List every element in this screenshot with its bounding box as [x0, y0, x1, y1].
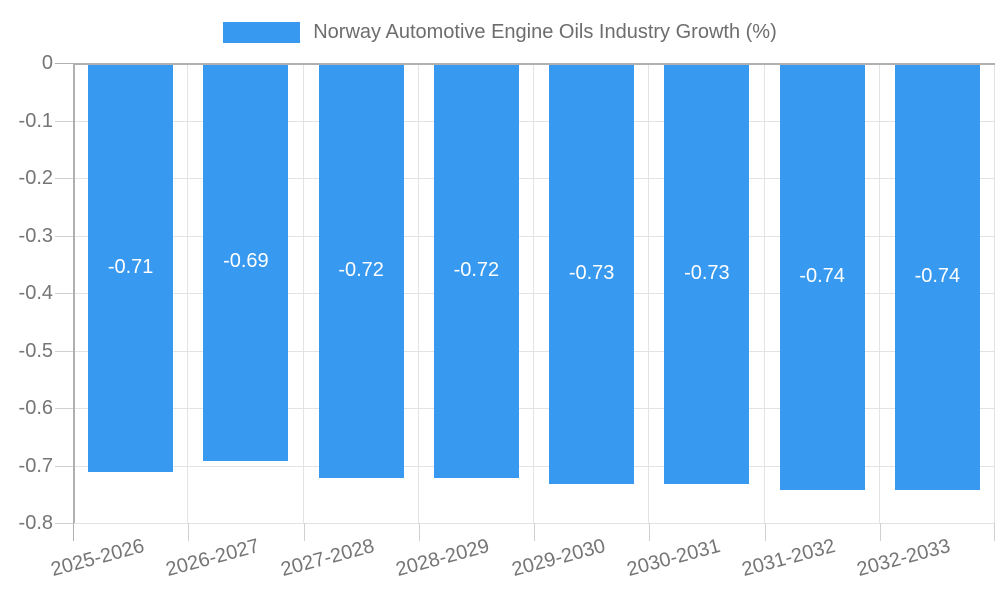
bar-value-label: -0.74: [799, 264, 845, 287]
x-tick-mark: [764, 523, 766, 541]
x-axis-zero-line: [73, 63, 995, 65]
x-gridline: [763, 63, 765, 523]
y-tick-label: -0.2: [18, 167, 53, 189]
y-tick-mark: [55, 465, 73, 467]
y-gridline: [73, 120, 995, 122]
plot-area: -0.71 -0.69 -0.72 -0.72 -0.73 -0.73 -0.74 -0.74: [73, 63, 995, 524]
bar-value-label: -0.71: [107, 256, 154, 279]
y-gridline: [73, 178, 995, 179]
bar-2032-2033: -0.74: [894, 64, 980, 490]
x-gridline: [533, 63, 534, 523]
x-tick-mark: [73, 523, 74, 541]
y-tick-mark: [55, 178, 73, 179]
bar-2026-2027: -0.69: [203, 64, 289, 461]
bar-2025-2026: -0.71: [88, 64, 174, 473]
x-gridline: [994, 63, 995, 523]
y-gridline: [73, 235, 995, 237]
bar-value-label: -0.69: [223, 250, 269, 273]
bar-value-label: -0.72: [338, 259, 384, 281]
y-tick-label: -0.5: [18, 339, 53, 362]
x-tick-mark: [879, 523, 881, 541]
x-tick-mark: [418, 523, 420, 541]
y-tick-mark: [55, 120, 73, 122]
y-tick-label: -0.6: [18, 397, 53, 419]
y-tick-mark: [55, 350, 73, 352]
y-axis-line: [73, 63, 75, 523]
y-tick-label: 0: [41, 52, 53, 74]
y-gridline: [73, 408, 995, 409]
legend-swatch-icon: [223, 22, 301, 43]
y-tick-mark: [55, 63, 73, 64]
bar-value-label: -0.72: [453, 259, 500, 281]
legend-label: Norway Automotive Engine Oils Industry G…: [313, 21, 777, 43]
y-tick-mark: [55, 408, 73, 409]
legend-item[interactable]: Norway Automotive Engine Oils Industry G…: [0, 21, 1000, 44]
y-tick-label: -0.4: [18, 282, 53, 304]
bar-value-label: -0.73: [684, 261, 730, 284]
x-gridline: [648, 63, 650, 523]
x-tick-mark: [188, 523, 190, 541]
x-tick-mark: [649, 523, 651, 541]
bar-2029-2030: -0.73: [549, 64, 635, 484]
x-tick-mark: [994, 523, 995, 541]
y-tick-label: -0.1: [18, 109, 53, 132]
y-gridline: [73, 350, 995, 352]
y-gridline: [73, 293, 995, 294]
bar-2028-2029: -0.72: [433, 64, 519, 478]
bar-2031-2032: -0.74: [779, 64, 865, 490]
x-gridline: [187, 63, 189, 523]
y-tick-mark: [55, 235, 73, 237]
bar-2027-2028: -0.72: [318, 64, 404, 478]
x-gridline: [417, 63, 419, 523]
x-gridline: [878, 63, 880, 523]
y-tick-mark: [55, 523, 73, 524]
y-tick-label: -0.7: [18, 454, 53, 477]
x-gridline: [302, 63, 304, 523]
bar-2030-2031: -0.73: [664, 64, 750, 484]
bar-value-label: -0.74: [914, 264, 961, 287]
x-tick-mark: [303, 523, 305, 541]
bar-value-label: -0.73: [568, 261, 615, 284]
x-tick-mark: [534, 523, 535, 541]
y-gridline: [73, 465, 995, 467]
y-tick-mark: [55, 293, 73, 294]
y-tick-label: -0.3: [18, 224, 53, 247]
y-tick-label: -0.8: [18, 512, 53, 534]
